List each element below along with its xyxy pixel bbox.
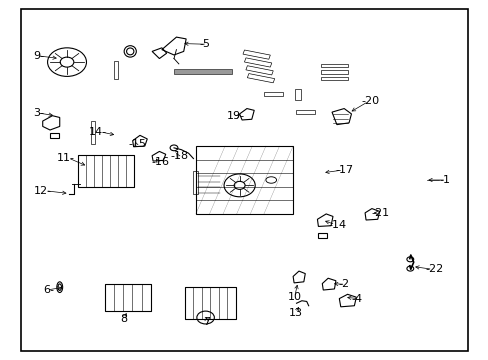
Text: 10: 10	[287, 292, 301, 302]
Bar	[321, 64, 347, 67]
Bar	[114, 61, 117, 79]
Text: -2: -2	[338, 279, 349, 289]
Text: -17: -17	[335, 165, 353, 175]
Text: 6-: 6-	[43, 285, 54, 295]
Bar	[91, 121, 95, 144]
Text: -16: -16	[151, 157, 169, 167]
Text: 13: 13	[288, 308, 302, 318]
Bar	[193, 171, 198, 194]
Bar	[295, 110, 314, 114]
Text: -18: -18	[170, 151, 188, 161]
Text: -15: -15	[128, 139, 146, 149]
Text: 11-: 11-	[57, 153, 75, 163]
Bar	[294, 89, 300, 100]
Text: -5: -5	[200, 39, 210, 49]
Bar	[321, 77, 347, 80]
Text: 3-: 3-	[33, 108, 44, 118]
Text: -1: -1	[438, 175, 449, 185]
Text: -4: -4	[351, 294, 362, 303]
Text: 12-: 12-	[34, 186, 52, 196]
Text: 8: 8	[120, 314, 127, 324]
Text: 9-: 9-	[33, 51, 44, 61]
Text: -22: -22	[425, 264, 443, 274]
Text: 14-: 14-	[89, 127, 107, 137]
Bar	[174, 69, 232, 73]
Text: 7: 7	[203, 317, 210, 327]
Text: -21: -21	[371, 208, 389, 218]
Bar	[321, 70, 347, 74]
Text: 19-: 19-	[226, 111, 244, 121]
Bar	[264, 93, 283, 96]
Text: -20: -20	[361, 96, 379, 107]
Text: -14: -14	[327, 220, 346, 230]
